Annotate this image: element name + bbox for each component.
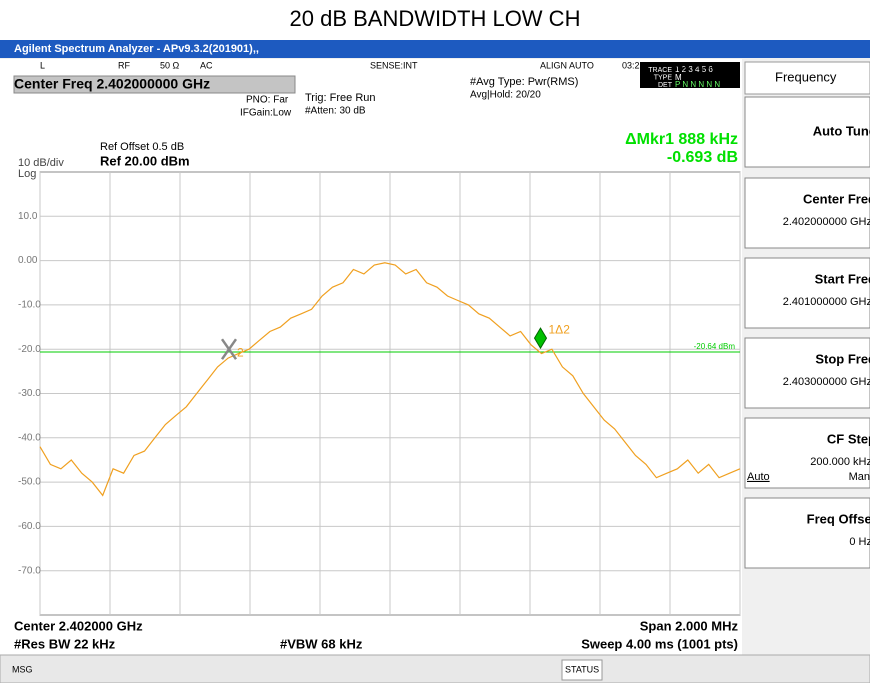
status-item: RF	[118, 60, 130, 70]
softkey-option: Auto	[747, 471, 770, 483]
softkey-title: Frequency	[775, 69, 837, 84]
softkey	[744, 497, 870, 569]
ifgain: IFGain:Low	[240, 108, 292, 119]
y-tick-label: -40.0	[18, 432, 41, 443]
marker-label: 2	[237, 345, 244, 359]
trace-box	[640, 62, 740, 88]
scale-type: Log	[18, 168, 36, 180]
scale: 10 dB/div	[18, 157, 64, 169]
softkey-label: Auto Tune	[813, 123, 870, 138]
status-item: SENSE:INT	[370, 60, 418, 70]
trace-row-label: DET	[658, 82, 673, 89]
softkey-value: 0 Hz	[849, 536, 870, 548]
window-title: Agilent Spectrum Analyzer - APv9.3.2(201…	[14, 43, 259, 55]
softkey	[744, 417, 870, 489]
softkey	[744, 337, 870, 409]
message-bar	[0, 654, 870, 683]
marker-label: 1Δ2	[549, 322, 571, 336]
softkey-label: Center Freq	[803, 191, 870, 206]
softkey-label: Stop Freq	[815, 351, 870, 366]
footer-center: Center 2.402000 GHz	[14, 618, 143, 633]
ref-level: Ref 20.00 dBm	[100, 153, 190, 168]
y-tick-label: -10.0	[18, 300, 41, 311]
status-item: AC	[200, 60, 213, 70]
trace-row-label: TRACE	[648, 67, 672, 74]
marker-delta-amp: -0.693 dB	[667, 149, 738, 166]
y-tick-label: -70.0	[18, 565, 41, 576]
trig: Trig: Free Run	[305, 92, 376, 104]
status-box	[561, 659, 603, 681]
softkey	[744, 96, 870, 168]
softkey-value: 200.000 kHz	[810, 456, 870, 468]
trace-numbers: 1 2 3 4 5 6	[675, 65, 713, 74]
status-item: ALIGN AUTO	[540, 60, 594, 70]
marker	[533, 327, 548, 350]
avg-type: #Avg Type: Pwr(RMS)	[470, 76, 578, 88]
y-tick-label: -60.0	[18, 521, 41, 532]
softkey	[744, 177, 870, 249]
trace-row-label: TYPE	[654, 74, 673, 81]
softkey-value: 2.401000000 GHz	[783, 296, 870, 308]
y-tick-label: 0.00	[18, 255, 38, 266]
softkey	[744, 257, 870, 329]
trace-det: P N N N N N	[675, 80, 720, 89]
softkey-value: 2.403000000 GHz	[783, 376, 870, 388]
y-tick-label: -50.0	[18, 477, 41, 488]
trace	[39, 262, 741, 497]
trace-type: M	[675, 73, 682, 82]
pno: PNO: Far	[246, 95, 289, 106]
status-item: L	[40, 60, 45, 70]
footer-vbw: #VBW 68 kHz	[280, 636, 363, 651]
softkey-label: CF Step	[827, 431, 870, 446]
status-item: 50 Ω	[160, 60, 180, 70]
softkey-option: Man	[849, 471, 870, 483]
status: STATUS	[565, 664, 599, 674]
avg-hold: Avg|Hold: 20/20	[470, 90, 541, 101]
center-freq: Center Freq 2.402000000 GHz	[14, 76, 210, 92]
footer-sweep: Sweep 4.00 ms (1001 pts)	[581, 636, 738, 651]
page-title: 20 dB BANDWIDTH LOW CH	[290, 6, 581, 31]
footer-rbw: #Res BW 22 kHz	[14, 636, 116, 651]
titlebar	[0, 40, 870, 58]
y-tick-label: 10.0	[18, 211, 38, 222]
threshold-label: -20.64 dBm	[694, 342, 736, 351]
marker-delta-freq: ΔMkr1 888 kHz	[625, 131, 738, 148]
softkey-label: Freq Offset	[807, 511, 870, 526]
softkey-label: Start Freq	[815, 271, 870, 286]
status-item: 03:25:41 PM Apr 24, 2019	[622, 60, 727, 70]
ref-offset: Ref Offset 0.5 dB	[100, 141, 184, 153]
center-freq-box	[13, 75, 296, 94]
atten: #Atten: 30 dB	[305, 106, 366, 117]
marker	[220, 338, 238, 360]
footer-span: Span 2.000 MHz	[640, 618, 739, 633]
msg: MSG	[12, 664, 33, 674]
softkey-header	[744, 61, 870, 95]
y-tick-label: -20.0	[18, 344, 41, 355]
y-tick-label: -30.0	[18, 388, 41, 399]
softkey-value: 2.402000000 GHz	[783, 216, 870, 228]
